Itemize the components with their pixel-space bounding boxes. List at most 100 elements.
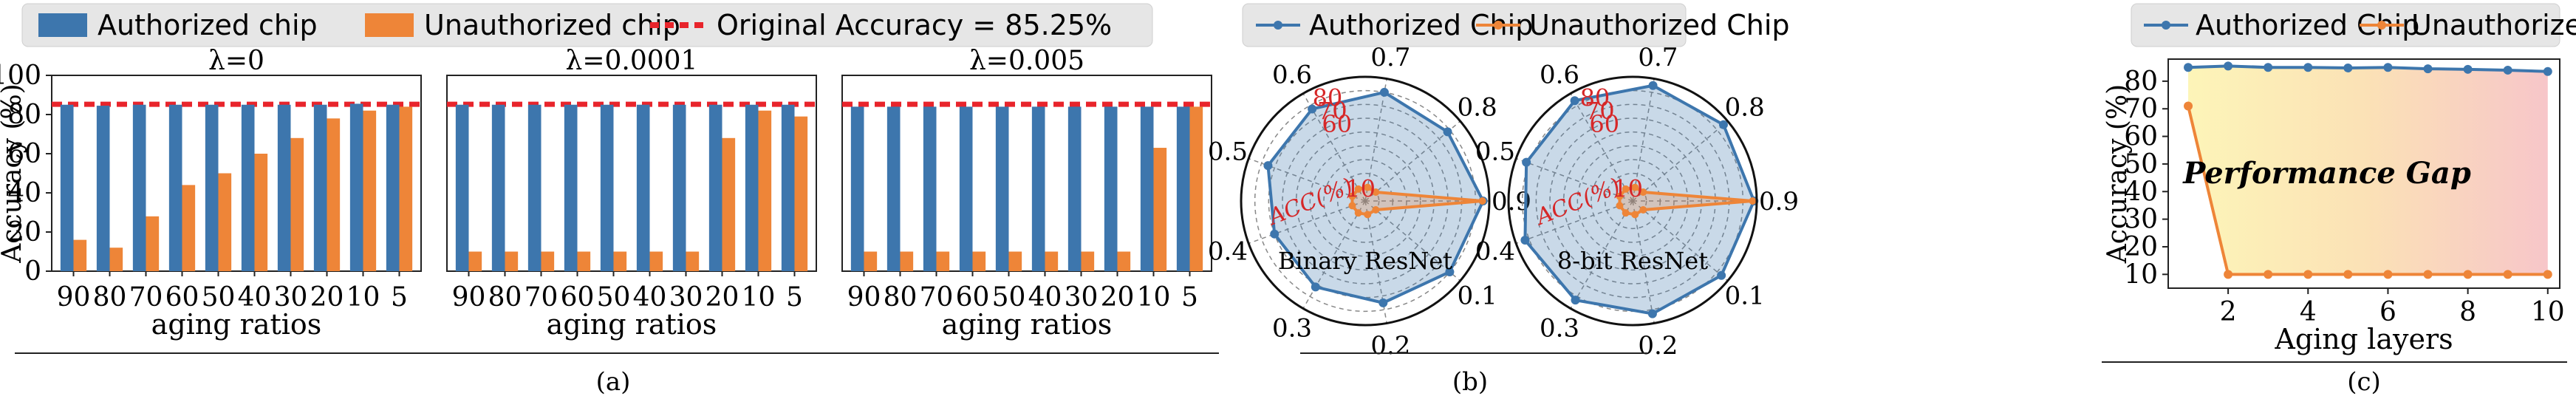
legend-marker-authorized	[1274, 21, 1282, 30]
radar-unauthorized-point	[1622, 209, 1630, 217]
bar-authorized	[959, 106, 973, 271]
x-tick-label: 60	[165, 282, 199, 313]
x-tick-label: 70	[920, 282, 954, 313]
x-axis-label: Aging layers	[2274, 323, 2453, 355]
radar-unauthorized-point	[1639, 205, 1647, 214]
y-tick-label: 10	[2124, 259, 2158, 290]
y-tick-label: 0	[24, 256, 41, 287]
radar-angle-label: 0.3	[1540, 313, 1579, 343]
x-tick-label: 5	[1181, 282, 1198, 313]
radar-spoke	[1302, 93, 1366, 202]
y-tick-label: 60	[7, 139, 41, 169]
point-unauthorized	[2503, 270, 2512, 279]
bar-authorized	[455, 104, 469, 271]
radar-unauthorized-point	[1749, 197, 1757, 205]
radar-authorized-area	[1523, 83, 1756, 316]
x-tick-label: 20	[310, 282, 344, 313]
plot-frame	[2167, 58, 2560, 289]
bar-unauthorized	[1008, 251, 1022, 271]
radar-spoke	[1248, 157, 1366, 202]
x-axis-label: aging ratios	[942, 308, 1113, 341]
x-tick-label: 8	[2459, 297, 2476, 327]
bar-unauthorized	[936, 251, 950, 271]
y-tick-label: 30	[2124, 205, 2158, 235]
radar-outline	[1507, 75, 1758, 327]
radar-authorized-point	[1570, 96, 1579, 106]
radar-radial-label: 60	[1589, 110, 1619, 138]
x-tick-label: 80	[488, 282, 522, 313]
legend-b-unauthorized: Unauthorized Chip	[1529, 9, 1790, 41]
legend-swatch-unauthorized	[365, 13, 414, 37]
x-tick-label: 10	[1137, 282, 1171, 313]
radar-spoke	[1570, 200, 1633, 309]
bar-unauthorized	[363, 110, 377, 271]
legend-authorized: Authorized chip	[98, 9, 318, 41]
panel-2: λ=0.005 90 80 70 60 50 40 30 20 10 5 aging ratios	[841, 46, 1212, 341]
x-tick-label: 50	[992, 282, 1026, 313]
y-axis-label: Accuracy (%)	[2102, 84, 2133, 264]
bar-unauthorized	[794, 116, 808, 271]
performance-gap-annotation: Performance Gap	[2182, 156, 2471, 191]
legend-c-unauthorized: Unauthorized Chip	[2411, 9, 2576, 41]
point-authorized	[2264, 63, 2273, 72]
x-tick-label: 80	[884, 282, 918, 313]
x-tick-label: 6	[2379, 297, 2396, 327]
radar-angle-label: 0.6	[1272, 61, 1312, 90]
radar-spoke	[1632, 200, 1655, 324]
radar-spoke	[1364, 120, 1461, 202]
point-unauthorized	[2383, 270, 2393, 279]
bar-authorized	[349, 103, 363, 271]
x-tick-label: 50	[597, 282, 631, 313]
bar-authorized	[600, 104, 614, 271]
y-axis-label: Accuracy (%)	[0, 83, 27, 263]
radar-radial-label: 70	[1317, 97, 1347, 125]
point-authorized	[2543, 66, 2552, 76]
bar-authorized	[527, 104, 541, 271]
radar-authorized-point	[1379, 87, 1389, 97]
radar-radial-label: 10	[1345, 174, 1376, 202]
bar-unauthorized	[686, 251, 700, 271]
radar-spoke	[1632, 120, 1729, 202]
bar-authorized	[1067, 106, 1082, 271]
point-authorized	[2303, 63, 2313, 72]
x-tick-label: 40	[238, 282, 272, 313]
x-tick-label: 80	[93, 282, 127, 313]
radar-angle-label: 0.7	[1370, 43, 1410, 72]
legend-b: Authorized Chip Unauthorized Chip	[1242, 3, 1790, 47]
radar-radial-label: 60	[1322, 110, 1352, 138]
radar-authorized-point	[1520, 235, 1530, 245]
radar-angle-label: 0.4	[1475, 237, 1515, 267]
y-tick-label: 40	[2124, 177, 2158, 207]
x-tick-label: 70	[525, 282, 558, 313]
point-authorized	[2184, 63, 2193, 72]
radar-unauthorized-point	[1372, 205, 1380, 214]
x-tick-label: 60	[956, 282, 990, 313]
point-authorized	[2503, 65, 2512, 75]
radar-ring	[1309, 145, 1421, 257]
radar-angle-label: 0.1	[1725, 281, 1765, 310]
radar-unauthorized-point	[1354, 185, 1362, 193]
radar-unauthorized-point	[1631, 183, 1639, 191]
performance-gap-area	[2188, 66, 2548, 275]
panel-0: λ=0 90 80 70 60 50 40 30 20 10 5 aging ratios	[51, 46, 422, 341]
x-axis-label: aging ratios	[547, 308, 717, 341]
bar-authorized	[923, 106, 937, 271]
bar-authorized	[205, 104, 219, 271]
chart-a-bars: Accuracy (%)020406080100λ=09080706050403…	[0, 46, 1219, 354]
x-tick-label: 5	[391, 282, 408, 313]
bar-authorized	[313, 104, 327, 271]
radar-authorized-point	[1718, 120, 1728, 129]
radar-spoke	[1632, 78, 1655, 202]
radar-angle-label: 0.3	[1272, 313, 1312, 343]
radar-angle-label: 0.9	[1759, 187, 1799, 216]
legend-c: Authorized Chip Unauthorized Chip	[2131, 3, 2576, 47]
radar-angle-label: 0.5	[1208, 137, 1248, 166]
radar-unauthorized-point	[1348, 192, 1356, 200]
bar-authorized	[708, 104, 722, 271]
point-unauthorized	[2264, 270, 2273, 279]
bar-authorized	[132, 104, 146, 271]
radar-title: Binary ResNet	[1278, 247, 1452, 275]
bar-unauthorized	[541, 251, 555, 271]
radar-title: 8-bit ResNet	[1557, 247, 1708, 275]
